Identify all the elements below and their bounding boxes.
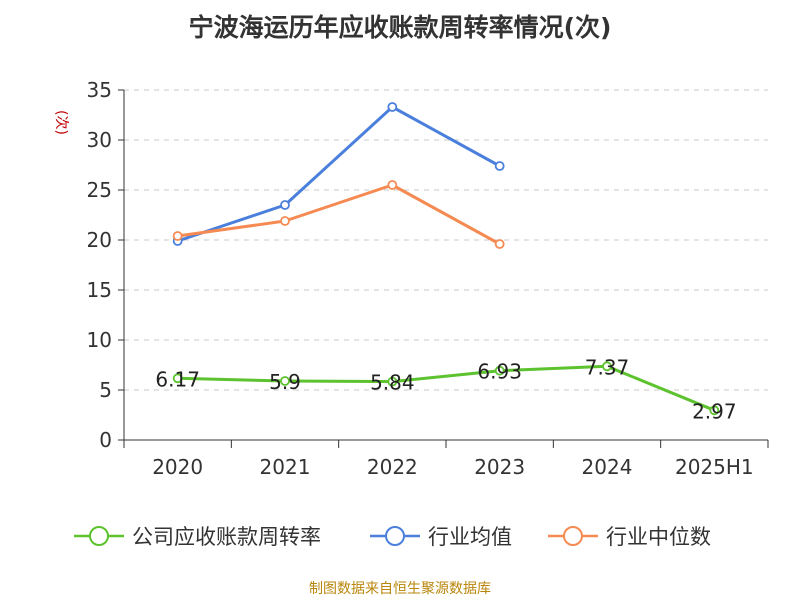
axes: 0 5 10 15 20 25 30 35 2020 2021 2022 2023 2024 2025H1	[87, 78, 769, 479]
data-labels: 6.17 5.9 5.84 6.93 7.37 2.97	[155, 355, 736, 423]
y-tick-label: 10	[87, 328, 112, 352]
data-point	[602, 361, 612, 372]
data-point	[494, 239, 505, 249]
data-label: 7.37	[585, 355, 630, 379]
legend-label: 行业均值	[428, 525, 512, 549]
y-tick-label: 35	[87, 78, 112, 102]
legend-item-company[interactable]: 公司应收账款周转率	[74, 518, 321, 554]
data-point	[280, 200, 290, 210]
y-tick-label: 30	[87, 128, 112, 152]
data-label: 6.93	[477, 360, 522, 384]
data-point	[172, 373, 183, 384]
y-tick-label: 25	[87, 178, 112, 202]
legend-line-icon	[548, 526, 598, 546]
y-tick-label: 0	[99, 428, 112, 452]
y-tick-label: 20	[87, 228, 112, 252]
data-point	[387, 376, 398, 387]
chart-title: 宁波海运历年应收账款周转率情况(次)	[188, 13, 612, 42]
data-label: 5.9	[269, 370, 301, 394]
data-point	[387, 180, 398, 190]
source-note: 制图数据来自恒生聚源数据库	[309, 581, 491, 597]
data-point	[709, 405, 720, 416]
x-tick-label: 2024	[582, 455, 633, 479]
legend-line-icon	[370, 526, 420, 546]
x-tick-label: 2025H1	[675, 455, 754, 479]
data-label: 6.17	[155, 367, 200, 391]
y-tick-label: 5	[99, 378, 112, 402]
grid-lines	[124, 89, 768, 391]
series-line	[177, 183, 501, 246]
legend-line-icon	[74, 526, 124, 546]
legend-label: 行业中位数	[606, 525, 711, 549]
series	[172, 102, 720, 416]
x-tick-label: 2023	[474, 455, 525, 479]
data-point	[387, 102, 398, 112]
data-point	[172, 231, 183, 241]
data-point	[494, 161, 505, 171]
data-point	[280, 376, 290, 386]
data-label: 5.84	[370, 371, 415, 395]
x-tick-label: 2021	[260, 455, 311, 479]
data-label: 2.97	[692, 399, 737, 423]
legend: 公司应收账款周转率 行业均值 行业中位数	[0, 518, 800, 554]
series-line	[177, 364, 715, 412]
x-tick-label: 2020	[152, 455, 203, 479]
data-point	[280, 216, 290, 226]
y-tick-label: 15	[87, 278, 112, 302]
x-tick-label: 2022	[367, 455, 418, 479]
data-point	[494, 365, 505, 376]
legend-item-industry-mean[interactable]: 行业均值	[370, 518, 512, 554]
legend-item-industry-median[interactable]: 行业中位数	[548, 518, 711, 554]
series-line	[177, 105, 501, 243]
legend-label: 公司应收账款周转率	[132, 525, 321, 549]
